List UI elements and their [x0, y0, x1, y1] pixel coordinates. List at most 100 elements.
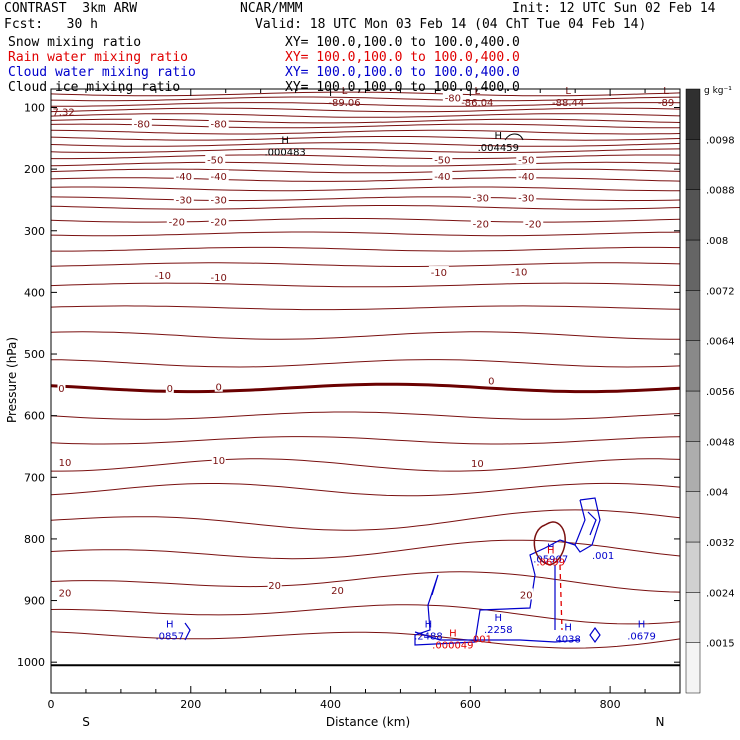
- colorbar-level: .0098: [706, 135, 735, 146]
- temperature-isoline: [50, 168, 681, 174]
- colorbar-swatch: [685, 88, 701, 140]
- temperature-label-bg: [57, 381, 66, 393]
- temperature-isoline: [50, 604, 681, 625]
- temperature-label: 20: [331, 586, 344, 597]
- colorbar-unit: g kg⁻¹: [704, 86, 732, 96]
- temperature-label: 0: [58, 384, 64, 395]
- snow-extremum-marker: H: [495, 131, 503, 142]
- cloud-water-extremum-marker: H: [166, 619, 174, 630]
- temperature-label: 10: [471, 459, 484, 470]
- temperature-label: 0: [488, 377, 494, 388]
- rain-extremum-marker: H: [547, 545, 555, 556]
- temperature-label: -40: [176, 172, 192, 183]
- temperature-isoline: [50, 509, 681, 531]
- temperature-isoline: [50, 571, 681, 593]
- y-tick-label: 800: [24, 533, 45, 546]
- temperature-label-bg: [208, 117, 229, 129]
- cloud-water-extremum-value: .001: [592, 551, 614, 562]
- field-rain-xy: XY= 100.0,100.0 to 100.0,400.0: [285, 50, 520, 65]
- temperature-label: -40: [518, 172, 534, 183]
- y-tick-label: 300: [24, 225, 45, 238]
- temperature-label-bg: [208, 193, 229, 205]
- cloud-water-contour: [414, 631, 581, 643]
- temperature-label-bg: [523, 217, 544, 229]
- field-cloudwater-name: Cloud water mixing ratio: [8, 65, 196, 80]
- temperature-label: 10: [212, 456, 225, 467]
- cloud-water-extremum-marker: H: [638, 619, 646, 630]
- rain-extremum-value: .001: [470, 634, 492, 645]
- temperature-label: 20: [59, 589, 72, 600]
- colorbar-level: .0032: [706, 538, 735, 549]
- temperature-label: -80: [134, 120, 150, 131]
- colorbar-level: .0056: [706, 387, 735, 398]
- temperature-label: 0: [216, 383, 222, 394]
- cloud-water-extremum-value: .0679: [627, 631, 656, 642]
- temperature-isoline: [50, 331, 680, 340]
- temperature-label-bg: [208, 215, 229, 227]
- field-cloudice-name: Cloud ice mixing ratio: [8, 80, 181, 95]
- colorbar-swatch: [685, 541, 701, 593]
- temperature-label-bg: [131, 117, 152, 129]
- temperature-label: -10: [511, 267, 527, 278]
- colorbar: .0015 .0024 .0032 .004 .0048 .0056 .0064 .0072.…: [685, 88, 735, 694]
- field-rain-name: Rain water mixing ratio: [8, 50, 189, 65]
- temperature-label-bg: [428, 266, 449, 278]
- colorbar-level: .0072: [706, 286, 735, 297]
- temperature-label: -40: [211, 172, 227, 183]
- temperature-label: -30: [473, 193, 489, 204]
- temperature-label: -20: [473, 219, 489, 230]
- temperature-label-bg: [519, 588, 534, 600]
- temperature-label: -50: [518, 155, 534, 166]
- colorbar-level: .0088: [706, 186, 735, 197]
- temperature-label: -40: [434, 172, 450, 183]
- temperature-extremum-value: -86.04: [461, 98, 493, 109]
- temperature-isoline: [50, 262, 681, 267]
- temperature-isoline: [50, 107, 681, 113]
- cloud-water-contours: [184, 133, 601, 646]
- temperature-isoline: [50, 231, 681, 237]
- temperature-extremum-marker: L: [663, 86, 669, 97]
- x-tick-label: 200: [180, 698, 201, 711]
- temperature-isoline: [50, 382, 681, 394]
- colorbar-level: .004: [706, 488, 728, 499]
- cloud-water-contour: [587, 511, 597, 536]
- colorbar-swatch: [685, 239, 701, 291]
- temperature-label: -30: [211, 195, 227, 206]
- init-time: Init: 12 UTC Sun 02 Feb 14: [512, 1, 716, 16]
- temperature-label: -50: [434, 155, 450, 166]
- field-snow-xy: XY= 100.0,100.0 to 100.0,400.0: [285, 35, 520, 50]
- model-title: CONTRAST 3km ARW: [4, 1, 138, 16]
- colorbar-swatch: [685, 139, 701, 190]
- colorbar-swatch: [685, 441, 701, 492]
- cloud-water-extremum-value: 4038: [555, 634, 580, 645]
- temperature-isoline: [50, 177, 681, 182]
- temperature-label: 0: [167, 384, 173, 395]
- temperature-label-bg: [173, 193, 194, 205]
- snow-extremum-marker: H: [281, 136, 289, 147]
- temperature-isoline: [50, 482, 681, 497]
- temperature-label: -30: [176, 195, 192, 206]
- temperature-isoline: [50, 136, 681, 141]
- temperature-label-bg: [208, 270, 229, 282]
- temperature-label: -20: [169, 218, 185, 229]
- x-left-endpoint: S: [82, 715, 90, 729]
- temperature-label-bg: [173, 169, 194, 181]
- y-tick-label: 400: [24, 286, 45, 299]
- temperature-isoline: [51, 154, 681, 160]
- temperature-label-bg: [470, 191, 491, 203]
- snow-extremum-value: .004459: [478, 143, 519, 154]
- temperature-label: -20: [211, 218, 227, 229]
- colorbar-level: .008: [706, 236, 728, 247]
- colorbar-swatch: [685, 642, 701, 694]
- temperature-isoline: [50, 102, 681, 107]
- cloud-water-contour: [589, 626, 601, 644]
- temperature-label: 10: [59, 458, 72, 469]
- temperature-isoline: [50, 196, 681, 202]
- rain-extremum-marker: H: [449, 629, 457, 640]
- temperature-label-bg: [211, 454, 226, 466]
- y-tick-label: 900: [24, 595, 45, 608]
- temperature-extremum-value: -89: [658, 98, 674, 109]
- colorbar-level: .0048: [706, 437, 735, 448]
- temperature-label: 20: [268, 581, 281, 592]
